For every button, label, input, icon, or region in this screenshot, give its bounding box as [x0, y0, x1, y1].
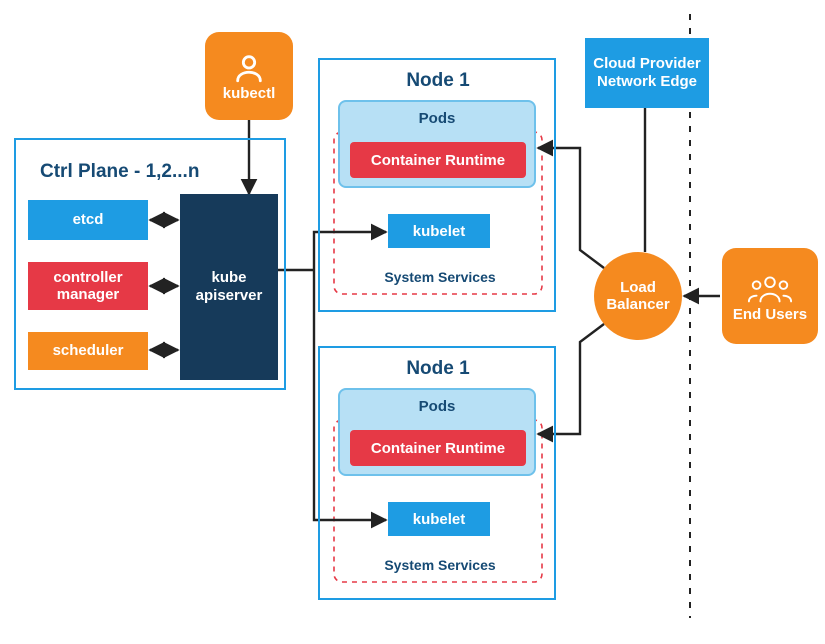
- kubelet-box-0: kubelet: [388, 214, 490, 248]
- etcd-box: etcd: [28, 200, 148, 240]
- node-title-1: Node 1: [378, 356, 498, 382]
- kubelet-box-1: kubelet: [388, 502, 490, 536]
- ctrl-plane-title: Ctrl Plane - 1,2...n: [40, 158, 260, 186]
- cloud-edge-box: Cloud Provider Network Edge: [585, 38, 709, 108]
- scheduler-box: scheduler: [28, 332, 148, 370]
- system-services-label-1: System Services: [360, 554, 520, 576]
- node-title-0: Node 1: [378, 68, 498, 94]
- container-runtime-box-1: Container Runtime: [350, 430, 526, 466]
- user-icon: [232, 51, 266, 85]
- kubectl-label: kubectl: [223, 85, 276, 102]
- container-runtime-box-0: Container Runtime: [350, 142, 526, 178]
- load-balancer-label: Load Balancer: [594, 252, 682, 340]
- end-users-box: End Users: [722, 248, 818, 344]
- end-users-label: End Users: [733, 306, 807, 323]
- system-services-label-0: System Services: [360, 266, 520, 288]
- kubectl-box: kubectl: [205, 32, 293, 120]
- controller-box: controller manager: [28, 262, 148, 310]
- kube-apiserver-box: kube apiserver: [180, 194, 278, 380]
- users-icon: [747, 270, 793, 306]
